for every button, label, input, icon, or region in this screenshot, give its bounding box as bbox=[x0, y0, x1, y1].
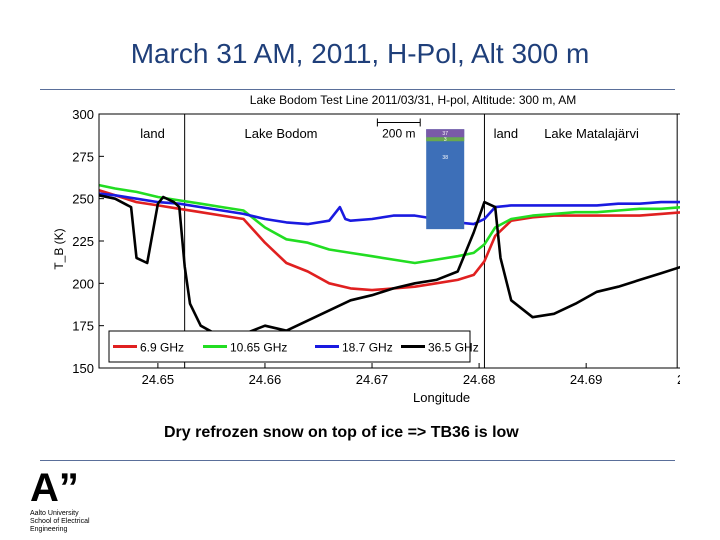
scale-bar-label: 200 m bbox=[382, 126, 415, 140]
inset-label: 3 bbox=[444, 137, 447, 143]
title-divider bbox=[40, 89, 675, 90]
x-tick-label: 24.66 bbox=[249, 372, 282, 387]
legend-label: 6.9 GHz bbox=[140, 341, 184, 355]
slide-title: March 31 AM, 2011, H-Pol, Alt 300 m bbox=[130, 38, 590, 69]
legend-label: 10.65 GHz bbox=[230, 341, 287, 355]
x-tick-label: 24.69 bbox=[570, 372, 603, 387]
legend-label: 36.5 GHz bbox=[428, 341, 479, 355]
x-tick-label: 24.68 bbox=[463, 372, 496, 387]
logo-line: Engineering bbox=[30, 526, 68, 533]
logo-line: School of Electrical bbox=[30, 518, 90, 525]
series-line-4 bbox=[98, 194, 680, 339]
logo-mark: A” bbox=[30, 466, 79, 510]
chart: Lake Bodom Test Line 2011/03/31, H-pol, … bbox=[52, 93, 680, 405]
y-axis-ticks: 150 175 200 225 250 275 300 bbox=[72, 107, 104, 376]
region-label: Lake Bodom bbox=[245, 126, 318, 141]
legend: 6.9 GHz 10.65 GHz 18.7 GHz 36.5 GHz bbox=[108, 330, 479, 363]
inset-label: 38 bbox=[442, 155, 448, 161]
inset-label: 37 bbox=[442, 131, 448, 137]
logo-text: Aalto University School of Electrical En… bbox=[30, 510, 150, 534]
y-axis-label-text: T_B (K) bbox=[52, 228, 66, 269]
caption: Dry refrozen snow on top of ice => TB36 … bbox=[164, 424, 519, 441]
x-tick-label: 24.65 bbox=[142, 372, 175, 387]
x-axis-label: Longitude bbox=[413, 390, 470, 405]
legend-label: 18.7 GHz bbox=[342, 341, 393, 355]
y-tick-label: 175 bbox=[72, 319, 94, 334]
y-tick-label: 250 bbox=[72, 192, 94, 207]
university-logo: A” Aalto University School of Electrical… bbox=[30, 468, 150, 538]
y-tick-label: 225 bbox=[72, 234, 94, 249]
inset-map-band bbox=[426, 129, 465, 138]
inset-map-band bbox=[426, 137, 465, 142]
region-label: Lake Matalajärvi bbox=[544, 126, 639, 141]
y-tick-label: 300 bbox=[72, 107, 94, 122]
region-label: land bbox=[494, 126, 519, 141]
inset-map-area bbox=[426, 129, 465, 230]
scale-bar: 200 m bbox=[376, 118, 421, 140]
y-tick-label: 200 bbox=[72, 276, 94, 291]
plot-frame bbox=[98, 113, 680, 369]
logo-line: Aalto University bbox=[30, 510, 79, 517]
region-boundaries bbox=[184, 114, 678, 368]
y-tick-label: 275 bbox=[72, 149, 94, 164]
x-tick-label: 24.70 bbox=[677, 372, 680, 387]
y-tick-label: 150 bbox=[72, 361, 94, 376]
region-label: land bbox=[140, 126, 165, 141]
legend-box bbox=[108, 330, 471, 363]
series-line-1 bbox=[98, 188, 680, 292]
chart-title: Lake Bodom Test Line 2011/03/31, H-pol, … bbox=[250, 93, 576, 107]
footer-divider bbox=[40, 460, 675, 461]
series-line-2 bbox=[98, 183, 680, 265]
x-axis-ticks: 24.65 24.66 24.67 24.68 24.69 24.70 bbox=[142, 363, 680, 387]
plot-lines bbox=[98, 183, 680, 339]
series-line-3 bbox=[98, 192, 680, 226]
y-axis-label: T_B (K) bbox=[52, 228, 66, 269]
x-tick-label: 24.67 bbox=[356, 372, 389, 387]
inset-map: 373 38 bbox=[426, 129, 465, 230]
